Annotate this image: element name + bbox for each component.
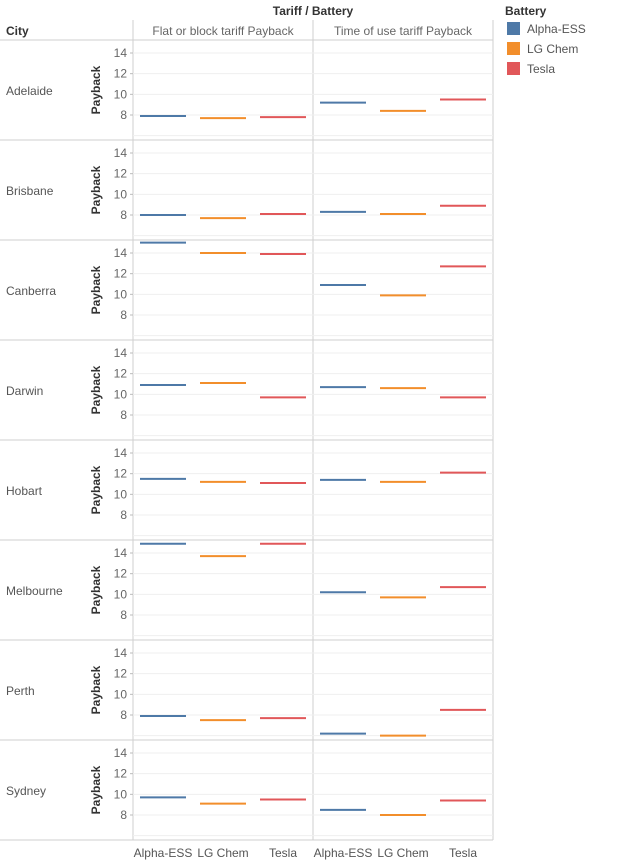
y-tick-label: 14 [114,446,128,460]
y-tick-label: 8 [120,708,127,722]
y-tick-label: 12 [114,567,128,581]
y-tick-label: 10 [114,687,128,701]
y-tick-label: 8 [120,208,127,222]
chart-header-title: Tariff / Battery [273,4,354,18]
legend-label: Tesla [527,62,555,76]
row-header-city: City [6,24,29,38]
y-axis-label: Payback [89,165,103,214]
y-tick-label: 14 [114,146,128,160]
x-tick-label: LG Chem [377,846,428,860]
city-label: Adelaide [6,84,53,98]
legend-label: LG Chem [527,42,578,56]
y-tick-label: 12 [114,267,128,281]
x-tick-label: Alpha-ESS [134,846,193,860]
city-label: Canberra [6,284,56,298]
y-tick-label: 10 [114,787,128,801]
y-tick-label: 12 [114,167,128,181]
y-tick-label: 14 [114,46,128,60]
y-axis-label: Payback [89,765,103,814]
y-axis-label: Payback [89,265,103,314]
y-tick-label: 8 [120,308,127,322]
y-tick-label: 10 [114,287,128,301]
y-tick-label: 10 [114,487,128,501]
y-tick-label: 14 [114,346,128,360]
y-axis-label: Payback [89,565,103,614]
y-tick-label: 12 [114,467,128,481]
y-tick-label: 14 [114,646,128,660]
x-tick-label: LG Chem [197,846,248,860]
x-tick-label: Tesla [449,846,477,860]
y-tick-label: 10 [114,87,128,101]
city-label: Hobart [6,484,43,498]
city-label: Melbourne [6,584,63,598]
y-tick-label: 12 [114,767,128,781]
city-label: Brisbane [6,184,54,198]
y-tick-label: 14 [114,746,128,760]
column-header-time-of-use-tariff: Time of use tariff Payback [334,24,473,38]
city-label: Darwin [6,384,43,398]
legend-swatch [507,42,520,55]
x-tick-label: Alpha-ESS [314,846,373,860]
y-tick-label: 12 [114,667,128,681]
y-tick-label: 12 [114,67,128,81]
legend-swatch [507,22,520,35]
y-tick-label: 8 [120,408,127,422]
city-label: Sydney [6,784,46,798]
y-tick-label: 8 [120,108,127,122]
legend-swatch [507,62,520,75]
y-tick-label: 12 [114,367,128,381]
column-header-flat-tariff: Flat or block tariff Payback [152,24,294,38]
y-axis-label: Payback [89,365,103,414]
y-tick-label: 10 [114,587,128,601]
x-tick-label: Tesla [269,846,297,860]
legend-label: Alpha-ESS [527,22,586,36]
y-tick-label: 10 [114,387,128,401]
y-tick-label: 14 [114,246,128,260]
y-tick-label: 8 [120,808,127,822]
y-axis-label: Payback [89,65,103,114]
y-tick-label: 14 [114,546,128,560]
city-label: Perth [6,684,35,698]
y-axis-label: Payback [89,665,103,714]
legend-title: Battery [505,4,547,18]
y-axis-label: Payback [89,465,103,514]
y-tick-label: 8 [120,508,127,522]
y-tick-label: 8 [120,608,127,622]
y-tick-label: 10 [114,187,128,201]
